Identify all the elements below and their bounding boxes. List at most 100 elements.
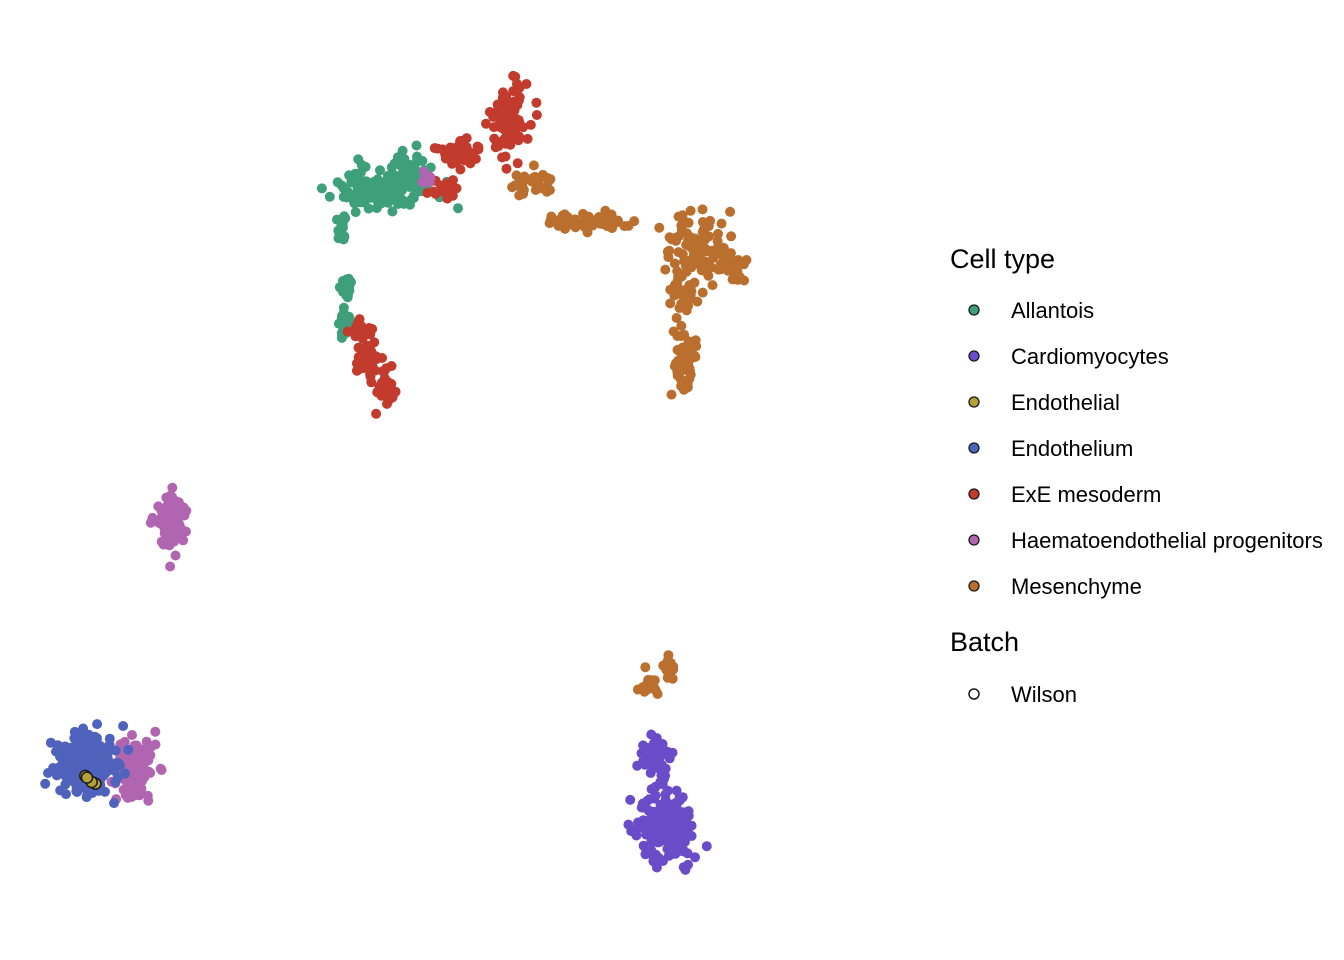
data-point-haematoendothelial-progenitors-831 [167,482,178,493]
data-point-mesenchyme-765 [713,228,723,239]
data-point-allantois-214 [361,176,372,187]
data-point-haematoendothelial-progenitors-994 [142,790,153,801]
data-point-cardiomyocytes-1420 [671,785,682,796]
data-point-mesenchyme-631 [518,188,529,199]
data-point-allantois-245 [382,170,393,181]
data-point-haematoendothelial-progenitors-877 [141,736,152,747]
legend-key-exe-mesoderm [968,488,980,500]
data-point-mesenchyme-756 [685,205,696,216]
data-point-mesenchyme-761 [674,303,685,313]
data-point-endothelium-1225 [105,743,116,754]
legend-key-mesenchyme [968,580,980,592]
data-point-exe-mesoderm-495 [472,141,483,152]
data-point-endothelium-1223 [67,763,78,774]
legend-batch-items: Wilson [968,682,1077,707]
data-point-mesenchyme-773 [685,290,696,301]
data-point-exe-mesoderm-494 [359,347,369,358]
data-point-exe-mesoderm-442 [386,361,397,371]
legend-title-batch: Batch [950,627,1019,657]
data-point-cardiomyocytes-1418 [638,840,649,851]
data-point-allantois-246 [383,183,393,194]
data-point-haematoendothelial-progenitors-873 [170,550,181,561]
data-point-endothelium-1214 [77,782,88,793]
data-point-allantois-174 [363,203,374,214]
data-point-exe-mesoderm-410 [461,133,472,144]
data-point-mesenchyme-746 [685,232,696,242]
data-point-endothelium-1235 [97,747,108,758]
data-point-mesenchyme-742 [673,282,684,293]
data-point-mesenchyme-767 [553,220,564,231]
data-point-mesenchyme-780 [537,183,548,194]
data-point-mesenchyme-789 [664,245,675,256]
data-point-haematoendothelial-progenitors-1004 [169,506,180,517]
data-point-mesenchyme-797 [688,340,699,351]
legend-key-cardiomyocytes [968,350,980,362]
data-point-cardiomyocytes-1429 [678,862,689,873]
legend-key-batch-wilson [968,688,980,700]
data-point-mesenchyme-616 [716,218,727,229]
data-point-mesenchyme-759 [673,211,684,222]
data-point-haematoendothelial-progenitors-1019 [122,781,133,792]
data-point-mesenchyme-795 [694,247,705,257]
data-point-mesenchyme-645 [654,222,665,233]
data-point-exe-mesoderm-485 [350,331,361,342]
legend-label-exe-mesoderm: ExE mesoderm [1011,482,1161,507]
data-point-allantois-254 [324,191,335,202]
data-point-mesenchyme-568 [697,287,708,298]
data-point-exe-mesoderm-492 [505,139,516,150]
data-point-endothelium-1209 [78,727,89,738]
data-point-haematoendothelial-progenitors-1002 [424,171,435,182]
data-point-haematoendothelial-progenitors-954 [150,726,161,737]
data-point-cardiomyocytes-1471 [646,784,657,795]
data-point-mesenchyme-762 [677,365,687,376]
data-point-endothelium-1236 [93,767,104,778]
data-point-cardiomyocytes-1452 [672,804,683,815]
data-point-exe-mesoderm-481 [428,186,439,197]
data-point-allantois-234 [338,318,348,329]
data-point-allantois-239 [332,214,342,225]
data-point-cardiomyocytes-1401 [642,795,653,806]
data-point-mesenchyme-782 [676,354,686,365]
data-point-allantois-248 [411,140,422,151]
data-point-cardiomyocytes-1381 [690,852,700,863]
data-point-allantois-12 [375,165,385,176]
data-point-mesenchyme-783 [686,262,697,273]
data-point-allantois-207 [338,302,349,313]
data-point-haematoendothelial-progenitors-984 [165,561,176,572]
data-point-cardiomyocytes-1424 [683,810,694,821]
data-point-mesenchyme-529 [676,320,687,331]
data-point-exe-mesoderm-461 [374,388,385,398]
data-point-allantois-251 [334,228,345,239]
data-point-endothelium-1131 [123,744,134,755]
data-point-exe-mesoderm-455 [488,122,499,133]
data-point-allantois-78 [316,183,327,194]
data-point-endothelium-1170 [118,721,129,731]
data-point-cardiomyocytes-1457 [656,834,667,845]
data-point-exe-mesoderm-386 [367,324,378,334]
data-point-mesenchyme-781 [725,206,736,217]
data-point-haematoendothelial-progenitors-977 [136,783,147,794]
data-point-mesenchyme-1497 [632,684,643,695]
data-point-mesenchyme-611 [623,220,634,231]
data-point-cardiomyocytes-1455 [686,831,697,841]
data-point-endothelium-1230 [72,754,83,765]
data-point-haematoendothelial-progenitors-1015 [132,760,142,771]
legend-key-haematoendothelial-progenitors [968,534,980,546]
data-point-mesenchyme-1495 [642,682,653,693]
data-point-mesenchyme-690 [587,220,598,231]
data-point-mesenchyme-734 [528,172,539,183]
data-point-endothelium-1102 [109,798,119,809]
data-point-exe-mesoderm-413 [501,163,512,174]
data-point-mesenchyme-711 [734,272,745,283]
data-point-mesenchyme-791 [570,222,581,233]
data-point-endothelium-1085 [119,768,130,779]
data-point-exe-mesoderm-478 [361,362,372,373]
data-point-endothelium-1190 [86,736,97,747]
data-point-cardiomyocytes-1386 [646,729,657,740]
data-point-mesenchyme-735 [672,344,683,355]
data-point-exe-mesoderm-493 [454,145,465,156]
data-point-mesenchyme-766 [684,373,695,384]
data-point-exe-mesoderm-460 [490,142,501,153]
legend-key-endothelial [968,396,980,408]
